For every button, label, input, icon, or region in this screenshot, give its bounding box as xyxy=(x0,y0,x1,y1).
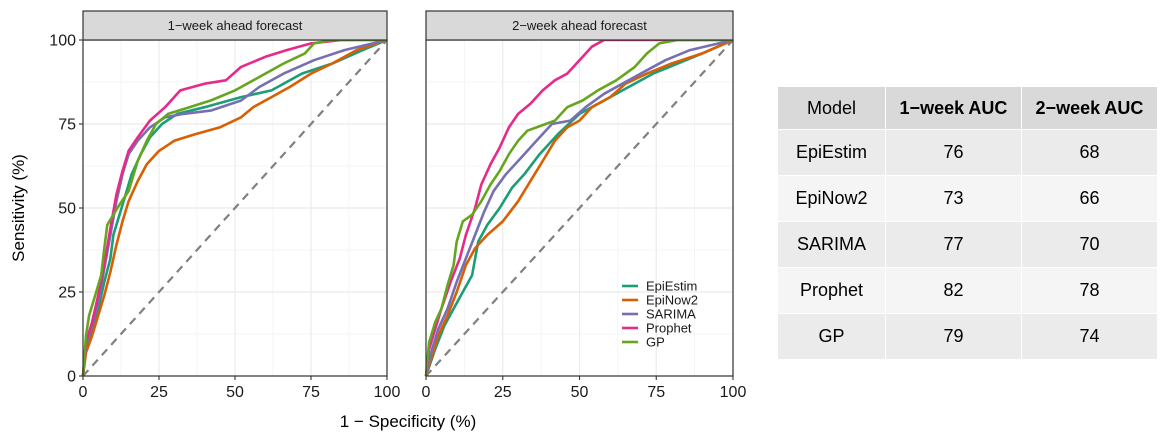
x-tick-label: 100 xyxy=(374,384,401,401)
legend-label-epinow2: EpiNow2 xyxy=(646,293,698,308)
y-tick-label: 25 xyxy=(58,285,76,302)
y-axis-title: Sensitivity (%) xyxy=(9,154,28,262)
panel-1-strip xyxy=(82,10,388,41)
table-cell-model: SARIMA xyxy=(777,221,886,268)
table-row: GP 79 74 xyxy=(777,313,1158,360)
auc-table: Model 1−week AUC 2−week AUC EpiEstim 76 … xyxy=(777,86,1158,360)
x-tick-label: 75 xyxy=(647,384,665,401)
table-cell-auc-1-week: 82 xyxy=(885,267,1022,314)
y-tick-label: 50 xyxy=(58,201,76,218)
series-line-epinow2 xyxy=(81,38,388,377)
x-axis-title: 1 − Specificity (%) xyxy=(340,412,477,431)
x-tick-label: 25 xyxy=(150,384,168,401)
x-tick-label: 25 xyxy=(494,384,512,401)
header-model: Model xyxy=(777,86,886,130)
table-cell-model: Prophet xyxy=(777,267,886,314)
auc-table-header-row: Model 1−week AUC 2−week AUC xyxy=(777,86,1158,130)
panel-1: 1−week ahead forecast 0 25 50 75 100 0 25 50 75 10… xyxy=(49,10,401,401)
table-row: SARIMA 77 70 xyxy=(777,221,1158,268)
table-cell-auc-1-week: 79 xyxy=(885,313,1022,360)
diagonal-reference-line xyxy=(82,39,388,377)
table-cell-auc-2-week: 66 xyxy=(1021,175,1158,222)
x-tick-label: 100 xyxy=(720,384,747,401)
panel-2-strip xyxy=(425,10,734,41)
table-cell-model: GP xyxy=(777,313,886,360)
table-cell-auc-2-week: 70 xyxy=(1021,221,1158,268)
x-tick-label: 75 xyxy=(302,384,320,401)
x-tick-label: 50 xyxy=(571,384,589,401)
series-line-gp xyxy=(424,38,733,377)
x-tick-label: 0 xyxy=(422,384,431,401)
table-cell-auc-2-week: 78 xyxy=(1021,267,1158,314)
table-cell-auc-2-week: 74 xyxy=(1021,313,1158,360)
y-tick-label: 100 xyxy=(49,33,76,50)
table-cell-auc-1-week: 76 xyxy=(885,129,1022,176)
table-cell-auc-1-week: 73 xyxy=(885,175,1022,222)
y-tick-label: 75 xyxy=(58,117,76,134)
x-tick-label: 0 xyxy=(79,384,88,401)
y-tick-label: 0 xyxy=(67,369,76,386)
legend-label-sarima: SARIMA xyxy=(646,307,696,322)
panel-2-strip-title: 2−week ahead forecast xyxy=(512,18,647,33)
legend-label-gp: GP xyxy=(646,335,665,350)
header-1-week-auc: 1−week AUC xyxy=(885,86,1022,130)
table-row: EpiEstim 76 68 xyxy=(777,129,1158,176)
series-line-prophet xyxy=(81,38,387,377)
diagonal-reference-line xyxy=(425,39,734,377)
legend-label-prophet: Prophet xyxy=(646,321,692,336)
table-cell-auc-2-week: 68 xyxy=(1021,129,1158,176)
series-line-epiestim xyxy=(424,38,734,377)
header-2-week-auc: 2−week AUC xyxy=(1021,86,1158,130)
table-row: EpiNow2 73 66 xyxy=(777,175,1158,222)
series-line-gp xyxy=(81,38,387,377)
legend-label-epiestim: EpiEstim xyxy=(646,279,697,294)
table-row: Prophet 82 78 xyxy=(777,267,1158,314)
panel-2: 2−week ahead forecast 0 25 50 75 100 xyxy=(422,10,747,401)
x-tick-label: 50 xyxy=(226,384,244,401)
table-cell-model: EpiNow2 xyxy=(777,175,886,222)
table-cell-auc-1-week: 77 xyxy=(885,221,1022,268)
series-line-sarima xyxy=(424,38,734,377)
table-cell-model: EpiEstim xyxy=(777,129,886,176)
panel-1-strip-title: 1−week ahead forecast xyxy=(168,18,303,33)
series-line-epinow2 xyxy=(424,38,734,377)
